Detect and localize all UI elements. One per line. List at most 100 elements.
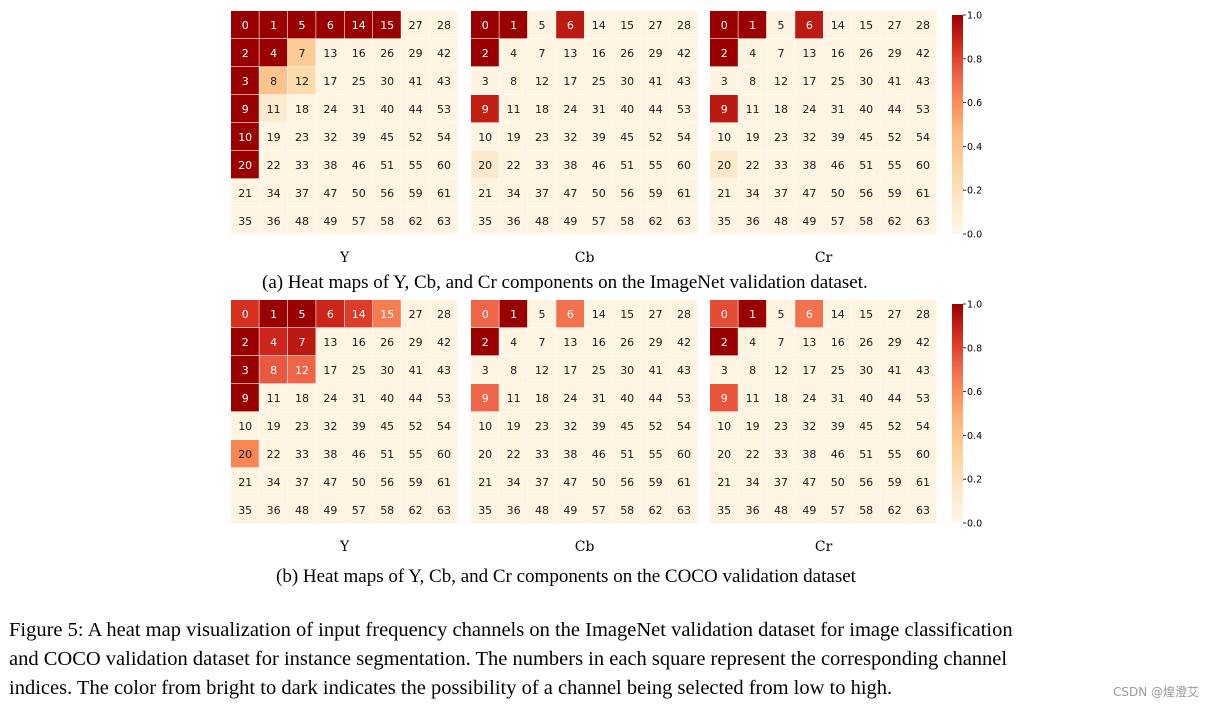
channel-index-label: 6 (567, 308, 574, 321)
heatmap-cell (287, 440, 316, 468)
heatmap-cell (556, 356, 584, 384)
heatmap-cell (738, 207, 767, 235)
heatmap-cell (613, 123, 641, 151)
channel-index-label: 44 (649, 103, 663, 116)
channel-index-label: 21 (478, 476, 492, 489)
heatmap-cell (287, 39, 316, 67)
channel-index-label: 40 (380, 103, 394, 116)
channel-index-label: 57 (592, 215, 606, 228)
heatmap-cell (710, 207, 738, 235)
heatmap-cell (499, 179, 528, 207)
heatmap-cell (401, 123, 430, 151)
channel-index-label: 13 (563, 336, 577, 349)
heatmap-cell (287, 151, 316, 179)
heatmap-cell (710, 440, 738, 468)
heatmap-cell (710, 328, 738, 356)
heatmap-cell (231, 356, 259, 384)
heatmap-cell (852, 39, 880, 67)
heatmap-cell (613, 67, 641, 95)
heatmap-cell (908, 468, 937, 496)
channel-index-label: 46 (831, 159, 845, 172)
channel-index-label: 12 (295, 75, 309, 88)
heatmap-cell (738, 95, 767, 123)
channel-index-label: 40 (620, 392, 634, 405)
channel-index-label: 9 (721, 103, 728, 116)
channel-index-label: 62 (649, 504, 663, 517)
heatmap-cell (908, 151, 937, 179)
channel-index-label: 62 (649, 215, 663, 228)
channel-index-label: 40 (859, 392, 873, 405)
heatmap-cell (766, 207, 795, 235)
heatmap-cell (344, 440, 373, 468)
channel-index-label: 42 (437, 47, 451, 60)
channel-index-label: 35 (478, 215, 492, 228)
heatmap-cell (613, 496, 641, 524)
heatmap-cell (852, 496, 880, 524)
channel-index-label: 50 (831, 187, 845, 200)
heatmap-cell (499, 39, 528, 67)
channel-index-label: 19 (746, 420, 760, 433)
channel-index-label: 7 (778, 336, 785, 349)
channel-index-label: 26 (859, 47, 873, 60)
channel-index-label: 14 (831, 308, 845, 321)
heatmap-cell (710, 356, 738, 384)
channel-index-label: 55 (409, 159, 423, 172)
heatmap-cell (823, 11, 852, 39)
channel-index-label: 5 (778, 19, 785, 32)
colorbar-tick-label: 0.6 (967, 387, 982, 398)
heatmap-cell (669, 440, 698, 468)
heatmap-cell (316, 300, 344, 328)
channel-index-label: 45 (620, 420, 634, 433)
channel-index-label: 29 (409, 47, 423, 60)
channel-index-label: 8 (510, 364, 517, 377)
heatmap-cell (316, 468, 344, 496)
channel-index-label: 41 (649, 364, 663, 377)
heatmap-cell (259, 11, 288, 39)
channel-index-label: 30 (859, 364, 873, 377)
channel-index-label: 29 (649, 47, 663, 60)
channel-index-label: 35 (238, 504, 252, 517)
heatmap-cell (231, 67, 259, 95)
heatmap-cell (471, 123, 499, 151)
heatmap-cell (259, 151, 288, 179)
channel-index-label: 7 (778, 47, 785, 60)
channel-index-label: 50 (592, 476, 606, 489)
channel-index-label: 28 (677, 19, 691, 32)
channel-index-label: 16 (352, 47, 366, 60)
heatmap-cell (908, 356, 937, 384)
heatmap-cell (259, 39, 288, 67)
channel-index-label: 23 (774, 420, 788, 433)
heatmap-cell (795, 496, 823, 524)
channel-index-label: 20 (478, 448, 492, 461)
channel-index-label: 33 (774, 159, 788, 172)
channel-index-label: 11 (746, 392, 760, 405)
heatmap-cell (766, 67, 795, 95)
channel-index-label: 61 (677, 476, 691, 489)
channel-index-label: 33 (295, 159, 309, 172)
channel-index-label: 30 (620, 75, 634, 88)
heatmap-cell (231, 11, 259, 39)
channel-index-label: 59 (649, 187, 663, 200)
heatmap-cell (766, 11, 795, 39)
heatmap-cell (823, 39, 852, 67)
channel-index-label: 5 (778, 308, 785, 321)
channel-index-label: 47 (802, 187, 816, 200)
heatmap-cell (231, 207, 259, 235)
heatmap-cell (823, 123, 852, 151)
heatmap-cell (766, 468, 795, 496)
channel-index-label: 7 (299, 336, 306, 349)
channel-index-label: 49 (802, 504, 816, 517)
heatmap-cell (527, 123, 556, 151)
heatmap-cell (344, 95, 373, 123)
heatmap-cell (429, 300, 458, 328)
channel-index-label: 10 (478, 131, 492, 144)
heatmap-cell (231, 179, 259, 207)
heatmap-cell (738, 356, 767, 384)
channel-index-label: 4 (270, 47, 277, 60)
channel-index-label: 55 (888, 448, 902, 461)
heatmap-cell (738, 384, 767, 412)
channel-index-label: 2 (721, 336, 728, 349)
heatmap-cell (710, 468, 738, 496)
channel-index-label: 31 (352, 103, 366, 116)
channel-index-label: 42 (677, 336, 691, 349)
